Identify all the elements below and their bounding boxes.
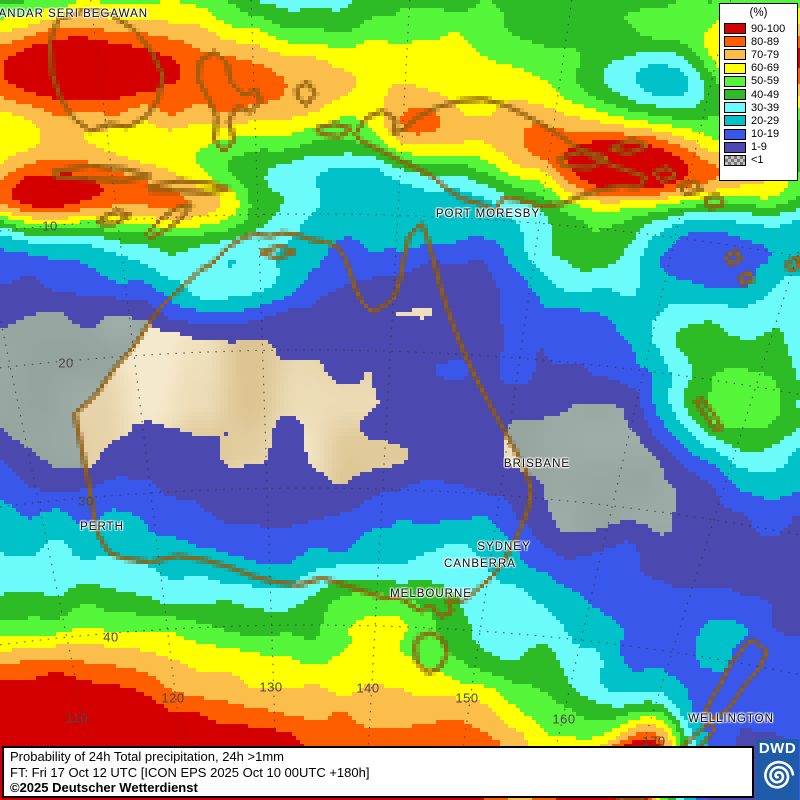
legend-rows: 90-100 80-89 70-79 60-69 50-59 40-49 30-39 20-2… (724, 22, 797, 167)
legend-range-label: 1-9 (751, 141, 767, 154)
legend-entry: 70-79 (724, 48, 797, 61)
spiral-icon (763, 760, 794, 789)
dwd-logo: DWD (756, 739, 799, 800)
legend-entry: 1-9 (724, 141, 797, 154)
legend-swatch (724, 36, 746, 48)
legend-range-label: 50-59 (751, 75, 780, 88)
legend-entry: <1 (724, 154, 797, 167)
graticule-label: 160 (552, 711, 576, 727)
legend-entry: 40-49 (724, 88, 797, 101)
city-label-melbourne: MELBOURNE (390, 588, 472, 600)
legend-entry: 50-59 (724, 75, 797, 88)
legend-range-label: 80-89 (751, 35, 780, 48)
legend-range-label: 30-39 (751, 101, 780, 114)
city-label-canberra: CANBERRA (444, 558, 516, 570)
legend-range-label: 40-49 (751, 88, 780, 101)
legend-range-label: 60-69 (751, 62, 780, 75)
city-label-sydney: SYDNEY (477, 541, 531, 553)
legend-entry: 60-69 (724, 62, 797, 75)
graticule-label: 10 (42, 218, 58, 234)
legend-range-label: 70-79 (751, 48, 780, 61)
legend-swatch (724, 115, 746, 127)
legend-swatch (724, 102, 746, 114)
city-label-bandar-seri-begawan: BANDAR SERI BEGAWAN (0, 8, 149, 20)
legend-swatch (724, 154, 746, 166)
city-label-wellington: WELLINGTON (688, 713, 774, 725)
legend-range-label: 10-19 (751, 128, 780, 141)
legend-range-label: 20-29 (751, 114, 780, 127)
legend-entry: 10-19 (724, 128, 797, 141)
info-bar: Probability of 24h Total precipitation, … (2, 746, 754, 798)
legend-entry: 80-89 (724, 35, 797, 48)
legend-entry: 90-100 (724, 22, 797, 35)
city-label-perth: PERTH (80, 521, 124, 533)
color-scale-legend: (%) 90-100 80-89 70-79 60-69 50-59 40-49 30-39… (719, 3, 798, 181)
forecast-time: FT: Fri 17 Oct 12 UTC [ICON EPS 2025 Oct… (10, 764, 370, 780)
legend-title: (%) (749, 7, 768, 19)
graticule-label: 120 (161, 690, 185, 706)
graticule-label: 140 (356, 680, 380, 696)
graticule-label: 150 (455, 690, 479, 706)
legend-entry: 20-29 (724, 114, 797, 127)
legend-swatch (724, 49, 746, 61)
legend-swatch (724, 141, 746, 153)
legend-entry: 30-39 (724, 101, 797, 114)
graticule-label: 110 (65, 710, 89, 726)
graticule-label: 40 (103, 629, 119, 645)
legend-swatch (724, 75, 746, 87)
legend-swatch (724, 23, 746, 35)
city-label-port-moresby: PORT MORESBY (435, 208, 541, 220)
graticule-label: 130 (259, 679, 283, 695)
graticule-label: 170 (642, 733, 666, 749)
city-label-brisbane: BRISBANE (503, 458, 571, 470)
legend-swatch (724, 128, 746, 140)
product-title: Probability of 24h Total precipitation, … (10, 749, 285, 764)
legend-swatch (724, 89, 746, 101)
legend-range-label: <1 (751, 154, 764, 167)
graticule-label: 20 (58, 355, 74, 371)
legend-swatch (724, 62, 746, 74)
spiral-path (763, 760, 794, 789)
graticule-label: 30 (78, 493, 94, 509)
dwd-logo-text: DWD (758, 740, 797, 757)
copyright: ©2025 Deutscher Wetterdienst (10, 780, 198, 796)
legend-range-label: 90-100 (751, 22, 786, 35)
